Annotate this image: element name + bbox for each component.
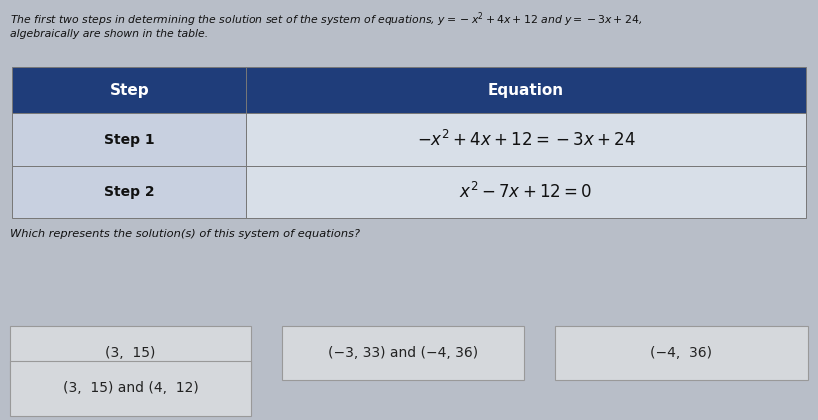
- Bar: [246, 166, 806, 218]
- Bar: [246, 113, 806, 166]
- Text: (−3, 33) and (−4, 36): (−3, 33) and (−4, 36): [328, 346, 478, 360]
- Text: Step 2: Step 2: [104, 185, 155, 199]
- Bar: [246, 67, 806, 113]
- Bar: [282, 326, 524, 380]
- Text: Which represents the solution(s) of this system of equations?: Which represents the solution(s) of this…: [10, 229, 360, 239]
- Text: $x^2 - 7x + 12 = 0$: $x^2 - 7x + 12 = 0$: [460, 182, 593, 202]
- Text: Step 1: Step 1: [104, 133, 155, 147]
- Text: Equation: Equation: [488, 83, 564, 98]
- Text: Step: Step: [110, 83, 149, 98]
- Text: algebraically are shown in the table.: algebraically are shown in the table.: [10, 29, 208, 39]
- Bar: [10, 326, 251, 380]
- Bar: [12, 113, 246, 166]
- Bar: [12, 67, 246, 113]
- Bar: [555, 326, 808, 380]
- Text: (3,  15): (3, 15): [106, 346, 155, 360]
- Text: (3,  15) and (4,  12): (3, 15) and (4, 12): [63, 381, 198, 396]
- Text: The first two steps in determining the solution set of the system of equations, : The first two steps in determining the s…: [10, 10, 642, 29]
- Text: $-x^2 + 4x + 12 = -3x + 24$: $-x^2 + 4x + 12 = -3x + 24$: [416, 130, 636, 150]
- Text: (−4,  36): (−4, 36): [650, 346, 712, 360]
- Bar: [12, 166, 246, 218]
- Bar: [10, 361, 251, 416]
